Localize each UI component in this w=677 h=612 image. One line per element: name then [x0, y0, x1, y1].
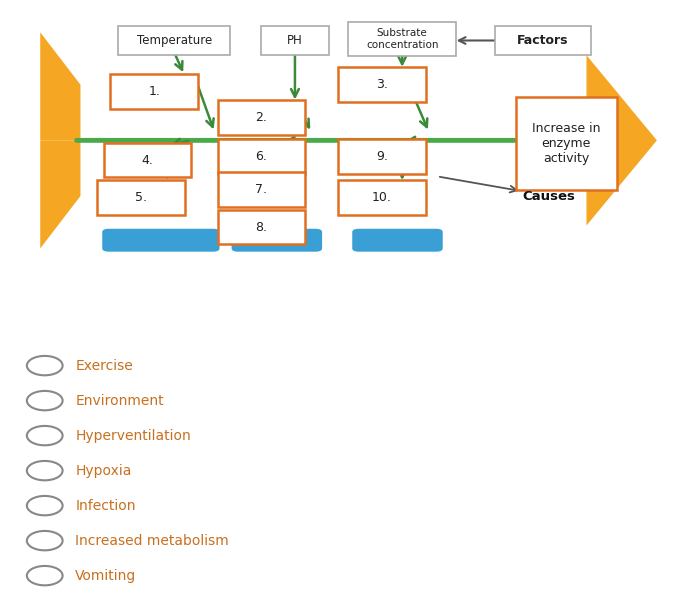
Text: 1.: 1. [148, 84, 160, 98]
FancyBboxPatch shape [338, 67, 426, 102]
FancyBboxPatch shape [104, 143, 192, 177]
FancyBboxPatch shape [97, 181, 185, 215]
Text: Hyperventilation: Hyperventilation [75, 428, 191, 442]
Text: Temperature: Temperature [137, 34, 212, 47]
Text: 9.: 9. [376, 150, 388, 163]
Polygon shape [40, 32, 81, 140]
Text: 5.: 5. [135, 191, 147, 204]
FancyBboxPatch shape [118, 26, 230, 54]
Text: 6.: 6. [255, 150, 267, 163]
Text: Factors: Factors [517, 34, 569, 47]
Text: Increase in
enzyme
activity: Increase in enzyme activity [532, 122, 600, 165]
FancyBboxPatch shape [217, 140, 305, 174]
Text: Increased metabolism: Increased metabolism [75, 534, 229, 548]
FancyBboxPatch shape [217, 172, 305, 207]
FancyBboxPatch shape [352, 229, 443, 252]
Text: Environment: Environment [75, 394, 164, 408]
Polygon shape [40, 140, 81, 248]
FancyBboxPatch shape [338, 140, 426, 174]
FancyBboxPatch shape [217, 100, 305, 135]
Text: 3.: 3. [376, 78, 388, 91]
Text: 2.: 2. [255, 111, 267, 124]
FancyBboxPatch shape [217, 210, 305, 244]
FancyBboxPatch shape [516, 97, 617, 190]
Text: Vomiting: Vomiting [75, 569, 137, 583]
FancyBboxPatch shape [261, 26, 329, 54]
Text: Exercise: Exercise [75, 359, 133, 373]
FancyBboxPatch shape [232, 229, 322, 252]
Text: 8.: 8. [255, 221, 267, 234]
Polygon shape [586, 55, 657, 225]
FancyBboxPatch shape [496, 26, 590, 54]
Text: 10.: 10. [372, 191, 392, 204]
FancyBboxPatch shape [338, 181, 426, 215]
Text: Substrate
concentration: Substrate concentration [366, 28, 439, 50]
FancyBboxPatch shape [102, 229, 219, 252]
Text: PH: PH [287, 34, 303, 47]
Text: Hypoxia: Hypoxia [75, 464, 131, 477]
Text: Infection: Infection [75, 499, 136, 513]
FancyBboxPatch shape [110, 74, 198, 108]
FancyBboxPatch shape [348, 22, 456, 56]
Text: 7.: 7. [255, 183, 267, 196]
Text: 4.: 4. [141, 154, 154, 166]
Text: Causes: Causes [523, 190, 575, 203]
